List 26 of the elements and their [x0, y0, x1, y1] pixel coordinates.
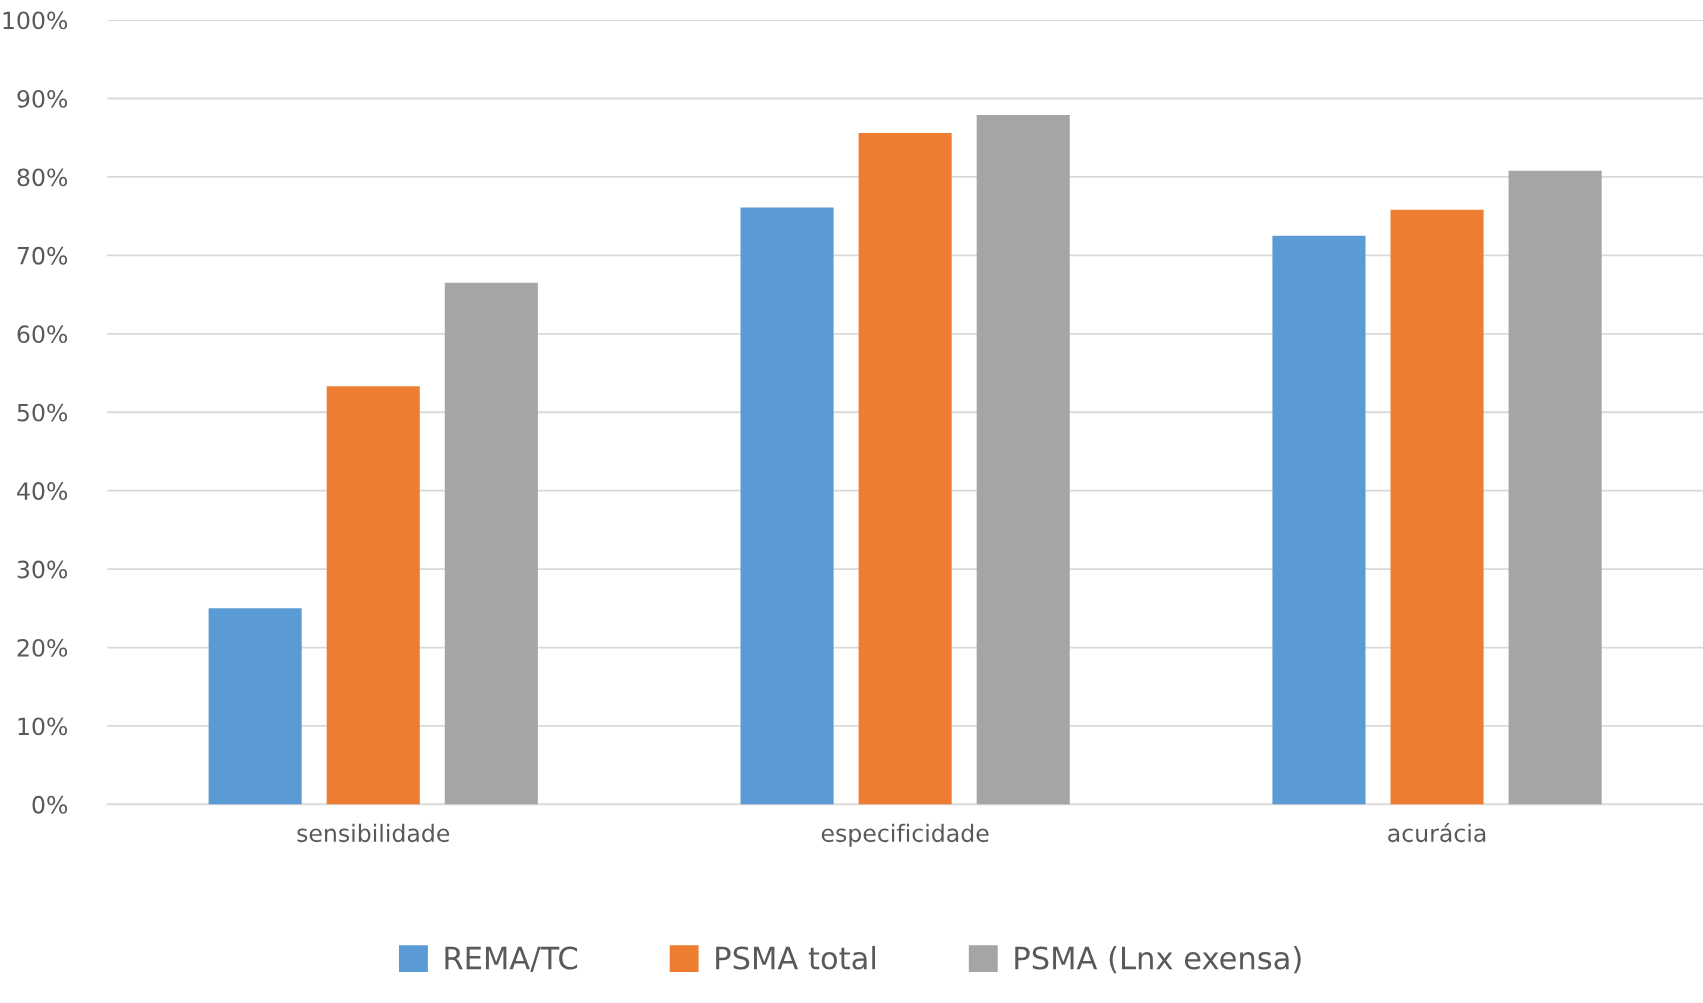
x-tick-label: sensibilidade: [297, 823, 450, 843]
y-tick-label: 90%: [17, 89, 68, 108]
y-tick-label: 40%: [17, 482, 68, 500]
bar: [1390, 209, 1484, 805]
y-tick-label: 100%: [3, 11, 68, 30]
bar: [326, 386, 420, 805]
bar: [444, 282, 538, 805]
y-tick-label: 60%: [17, 325, 68, 344]
legend-label: PSMA total: [716, 945, 875, 970]
bar: [1508, 170, 1602, 805]
bar: [208, 608, 302, 805]
bar: [858, 133, 952, 805]
y-tick-label: 30%: [17, 560, 68, 579]
y-tick-label: 50%: [17, 403, 68, 422]
x-tick-label: acurácia: [1388, 822, 1486, 843]
legend-label: PSMA (Lnx exensa): [1015, 945, 1301, 974]
y-tick-label: 0%: [32, 795, 68, 814]
y-tick-label: 20%: [17, 638, 68, 657]
y-tick-label: 80%: [17, 168, 68, 187]
y-tick-label: 70%: [17, 246, 68, 265]
bar: [740, 207, 834, 805]
bar: [1272, 235, 1366, 805]
legend-label: REMA/TC: [445, 946, 578, 972]
x-tick-label: especificidade: [821, 823, 989, 847]
y-tick-label: 10%: [18, 717, 68, 736]
bar: [976, 114, 1070, 805]
